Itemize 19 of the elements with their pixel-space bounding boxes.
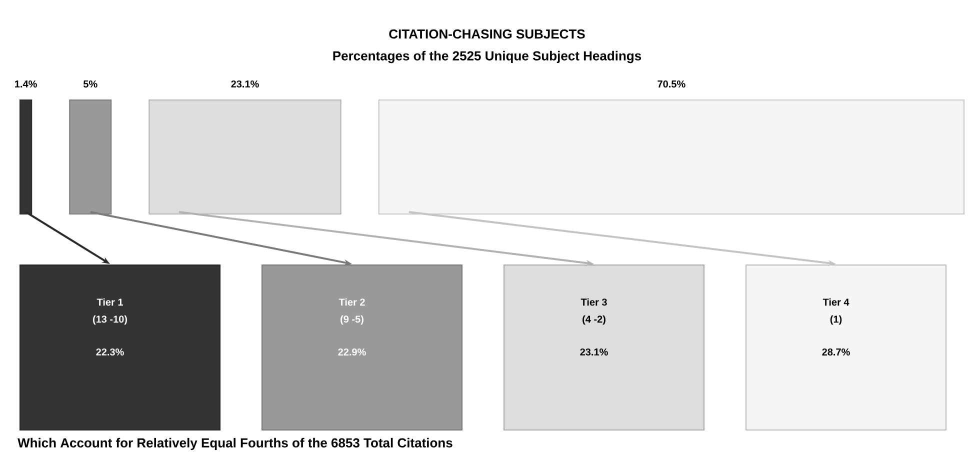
text: Percentages of the 2525 Unique Subject Headings (333, 50, 642, 64)
category-label: Tier 3 (580, 298, 607, 306)
text: (13 -10) (92, 315, 128, 325)
text: (1) (830, 315, 842, 325)
data-label: 23.1% (580, 348, 608, 356)
data-label: 1.4% (15, 80, 37, 88)
data-label: 22.9% (338, 348, 366, 356)
category-label: Tier 1 (96, 298, 123, 306)
data-label: 70.5% (658, 80, 686, 88)
data-label: 5% (83, 80, 98, 88)
text: (9 -5) (340, 315, 364, 325)
text: CITATION-CHASING SUBJECTS (389, 29, 585, 39)
category-label: Tier 4 (822, 298, 850, 306)
data-label: 28.7% (822, 348, 850, 356)
data-label: 22.3% (96, 348, 124, 356)
category-label: Tier 2 (338, 298, 365, 306)
text: (4 -2) (582, 315, 606, 325)
text: Which Account for Relatively Equal Fourths of the 6853 Total Citations (18, 438, 452, 450)
data-label: 23.1% (231, 80, 259, 88)
